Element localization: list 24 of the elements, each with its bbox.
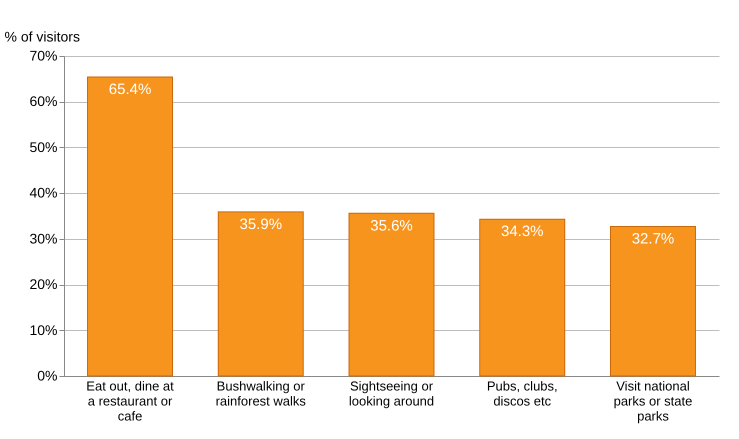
bar <box>218 211 304 376</box>
y-tick-label: 10% <box>29 322 58 338</box>
y-tick-label: 30% <box>29 230 58 246</box>
x-tick-label: Eat out, dine at a restaurant or cafe <box>86 378 174 424</box>
y-tick-label: 70% <box>29 48 58 64</box>
y-tick-label: 40% <box>29 184 58 201</box>
data-label: 65.4% <box>108 81 152 98</box>
bar <box>610 226 696 376</box>
x-tick-label: Sightseeing or looking around <box>348 378 434 408</box>
bar <box>348 212 434 376</box>
y-tick-label: 50% <box>29 138 58 155</box>
data-label: 35.9% <box>239 216 282 233</box>
data-label: 32.7% <box>632 230 674 248</box>
bar <box>479 218 566 376</box>
data-label: 34.3% <box>500 223 544 240</box>
x-tick-label: Pubs, clubs, discos etc <box>486 378 558 408</box>
bar <box>87 76 174 376</box>
y-tick-label: 60% <box>29 93 58 110</box>
x-tick-label: Visit national parks or state parks <box>614 378 692 424</box>
y-axis-title: % of visitors <box>4 28 80 44</box>
data-label: 35.6% <box>370 217 413 234</box>
y-tick-label: 20% <box>29 276 58 292</box>
x-tick-label: Bushwalking or rainforest walks <box>216 378 306 408</box>
y-tick-label: 0% <box>37 368 58 384</box>
